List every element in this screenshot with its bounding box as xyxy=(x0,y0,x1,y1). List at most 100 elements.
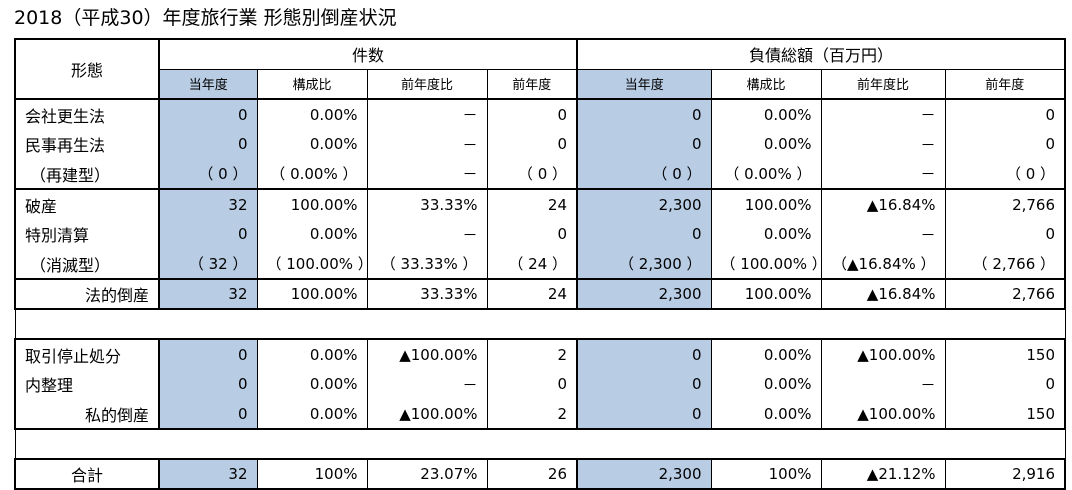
table-cell: 0 xyxy=(486,129,578,159)
table-row: 法的倒産 32 100.00% 33.33% 24 2,300 100.00% ▲16.84%… xyxy=(14,279,1067,310)
row-label: 取引停止処分 xyxy=(14,339,160,369)
table-row: （消滅型）（ 32 ）（ 100.00% ）（ 33.33% ）（ 24 ）（ … xyxy=(14,249,1067,280)
table-cell: 2 xyxy=(486,339,578,369)
header-count-group: 件数 xyxy=(158,38,578,70)
table-cell: 0.00% xyxy=(710,339,822,369)
table-cell: 2,300 xyxy=(576,279,712,310)
table-cell: （ 0 ） xyxy=(158,159,258,190)
table-cell: （ 0 ） xyxy=(486,159,578,190)
table-row: 私的倒産 0 0.00% ▲100.00% 2 0 0.00% ▲100.00% 150 xyxy=(14,399,1067,430)
row-label: 特別清算 xyxy=(14,219,160,249)
table-cell: 0 xyxy=(576,399,712,430)
table-row: 合計 32 100% 23.07% 26 2,300 100% ▲21.12% 2,916 xyxy=(14,459,1067,490)
table-cell: 0.00% xyxy=(710,369,822,399)
row-label: 合計 xyxy=(14,459,160,490)
table-cell: 100.00% xyxy=(710,279,822,310)
table-cell: 0 xyxy=(576,369,712,399)
table-cell: 33.33% xyxy=(366,189,488,219)
table-cell: （ 0 ） xyxy=(944,159,1067,190)
table-cell: － xyxy=(820,99,946,129)
header-sub-count-2: 前年度比 xyxy=(366,69,488,100)
table-cell: 32 xyxy=(158,189,258,219)
row-label: 法的倒産 xyxy=(14,279,160,310)
table-cell: 2 xyxy=(486,399,578,430)
table-cell: （ 2,300 ） xyxy=(576,249,712,280)
table-cell: 0 xyxy=(576,219,712,249)
table-cell: 2,300 xyxy=(576,459,712,490)
table-cell: 0 xyxy=(944,99,1067,129)
header-form: 形態 xyxy=(14,38,160,100)
table-cell: 100.00% xyxy=(256,279,368,310)
page-title: 2018（平成30）年度旅行業 形態別倒産状況 xyxy=(14,7,397,29)
row-label: （消滅型） xyxy=(14,249,160,280)
table-row: 取引停止処分 0 0.00% ▲100.00% 2 0 0.00% ▲100.00% 150 xyxy=(14,339,1067,369)
table-cell: 0 xyxy=(158,339,258,369)
row-label: 民事再生法 xyxy=(14,129,160,159)
table-cell: 0 xyxy=(158,129,258,159)
table-cell: （ 0.00% ） xyxy=(710,159,822,190)
table-cell: （ 33.33% ） xyxy=(366,249,488,280)
table-cell: （ 0 ） xyxy=(576,159,712,190)
table-cell: － xyxy=(366,219,488,249)
table-cell: （ 100.00% ） xyxy=(710,249,822,280)
table-cell: ▲21.12% xyxy=(820,459,946,490)
table-cell: 0 xyxy=(576,99,712,129)
header-sub-debt-3: 前年度 xyxy=(944,69,1067,100)
table-cell: （ 0.00% ） xyxy=(256,159,368,190)
table-cell: 100.00% xyxy=(710,189,822,219)
table-cell: 0 xyxy=(576,129,712,159)
table-cell: － xyxy=(820,159,946,190)
header-sub-debt-1: 構成比 xyxy=(710,69,822,100)
table-cell: 100% xyxy=(256,459,368,490)
table-cell: 32 xyxy=(158,459,258,490)
table-cell: － xyxy=(820,129,946,159)
table-cell: 0 xyxy=(486,99,578,129)
table-cell: 100% xyxy=(710,459,822,490)
table-cell: 0 xyxy=(576,339,712,369)
table-cell: 0.00% xyxy=(256,129,368,159)
table-cell: 0.00% xyxy=(256,99,368,129)
table-row: 民事再生法 0 0.00% － 0 0 0.00% － 0 xyxy=(14,129,1067,159)
row-label: （再建型） xyxy=(14,159,160,190)
table-cell: 0.00% xyxy=(710,99,822,129)
table-cell: 0.00% xyxy=(710,399,822,430)
table-cell: － xyxy=(366,369,488,399)
row-label: 私的倒産 xyxy=(14,399,160,430)
header-sub-debt-0: 当年度 xyxy=(576,69,712,100)
table-cell: 0 xyxy=(158,369,258,399)
table-cell: ▲100.00% xyxy=(366,339,488,369)
header-sub-count-3: 前年度 xyxy=(486,69,578,100)
table-cell: 2,300 xyxy=(576,189,712,219)
table-cell: － xyxy=(366,129,488,159)
table-cell: 150 xyxy=(944,399,1067,430)
header-sub-count-0: 当年度 xyxy=(158,69,258,100)
table-cell: － xyxy=(366,159,488,190)
table-cell: 0 xyxy=(944,129,1067,159)
group-separator xyxy=(14,428,1066,460)
table-cell: （ 2,766 ） xyxy=(944,249,1067,280)
table-row: 破産 32 100.00% 33.33% 24 2,300 100.00% ▲16.84% 2,… xyxy=(14,189,1067,219)
table-cell: 0 xyxy=(944,219,1067,249)
table-cell: 33.33% xyxy=(366,279,488,310)
row-label: 破産 xyxy=(14,189,160,219)
table-cell: 0 xyxy=(944,369,1067,399)
table-cell: （ 24 ） xyxy=(486,249,578,280)
table-cell: 0.00% xyxy=(256,399,368,430)
row-label: 会社更生法 xyxy=(14,99,160,129)
table-row: 会社更生法 0 0.00% － 0 0 0.00% － 0 xyxy=(14,99,1067,129)
table-cell: 0 xyxy=(158,399,258,430)
table-cell: 100.00% xyxy=(256,189,368,219)
table-cell: 0.00% xyxy=(710,129,822,159)
table-cell: 0.00% xyxy=(256,219,368,249)
header-sub-count-1: 構成比 xyxy=(256,69,368,100)
table-cell: － xyxy=(820,219,946,249)
table-cell: （▲16.84% ） xyxy=(820,249,946,280)
table-cell: 0 xyxy=(486,369,578,399)
table-cell: 150 xyxy=(944,339,1067,369)
table-cell: 0.00% xyxy=(256,369,368,399)
group-separator xyxy=(14,308,1066,340)
table-cell: 2,766 xyxy=(944,189,1067,219)
table-cell: ▲16.84% xyxy=(820,189,946,219)
table-cell: （ 100.00% ） xyxy=(256,249,368,280)
table-cell: ▲100.00% xyxy=(820,399,946,430)
